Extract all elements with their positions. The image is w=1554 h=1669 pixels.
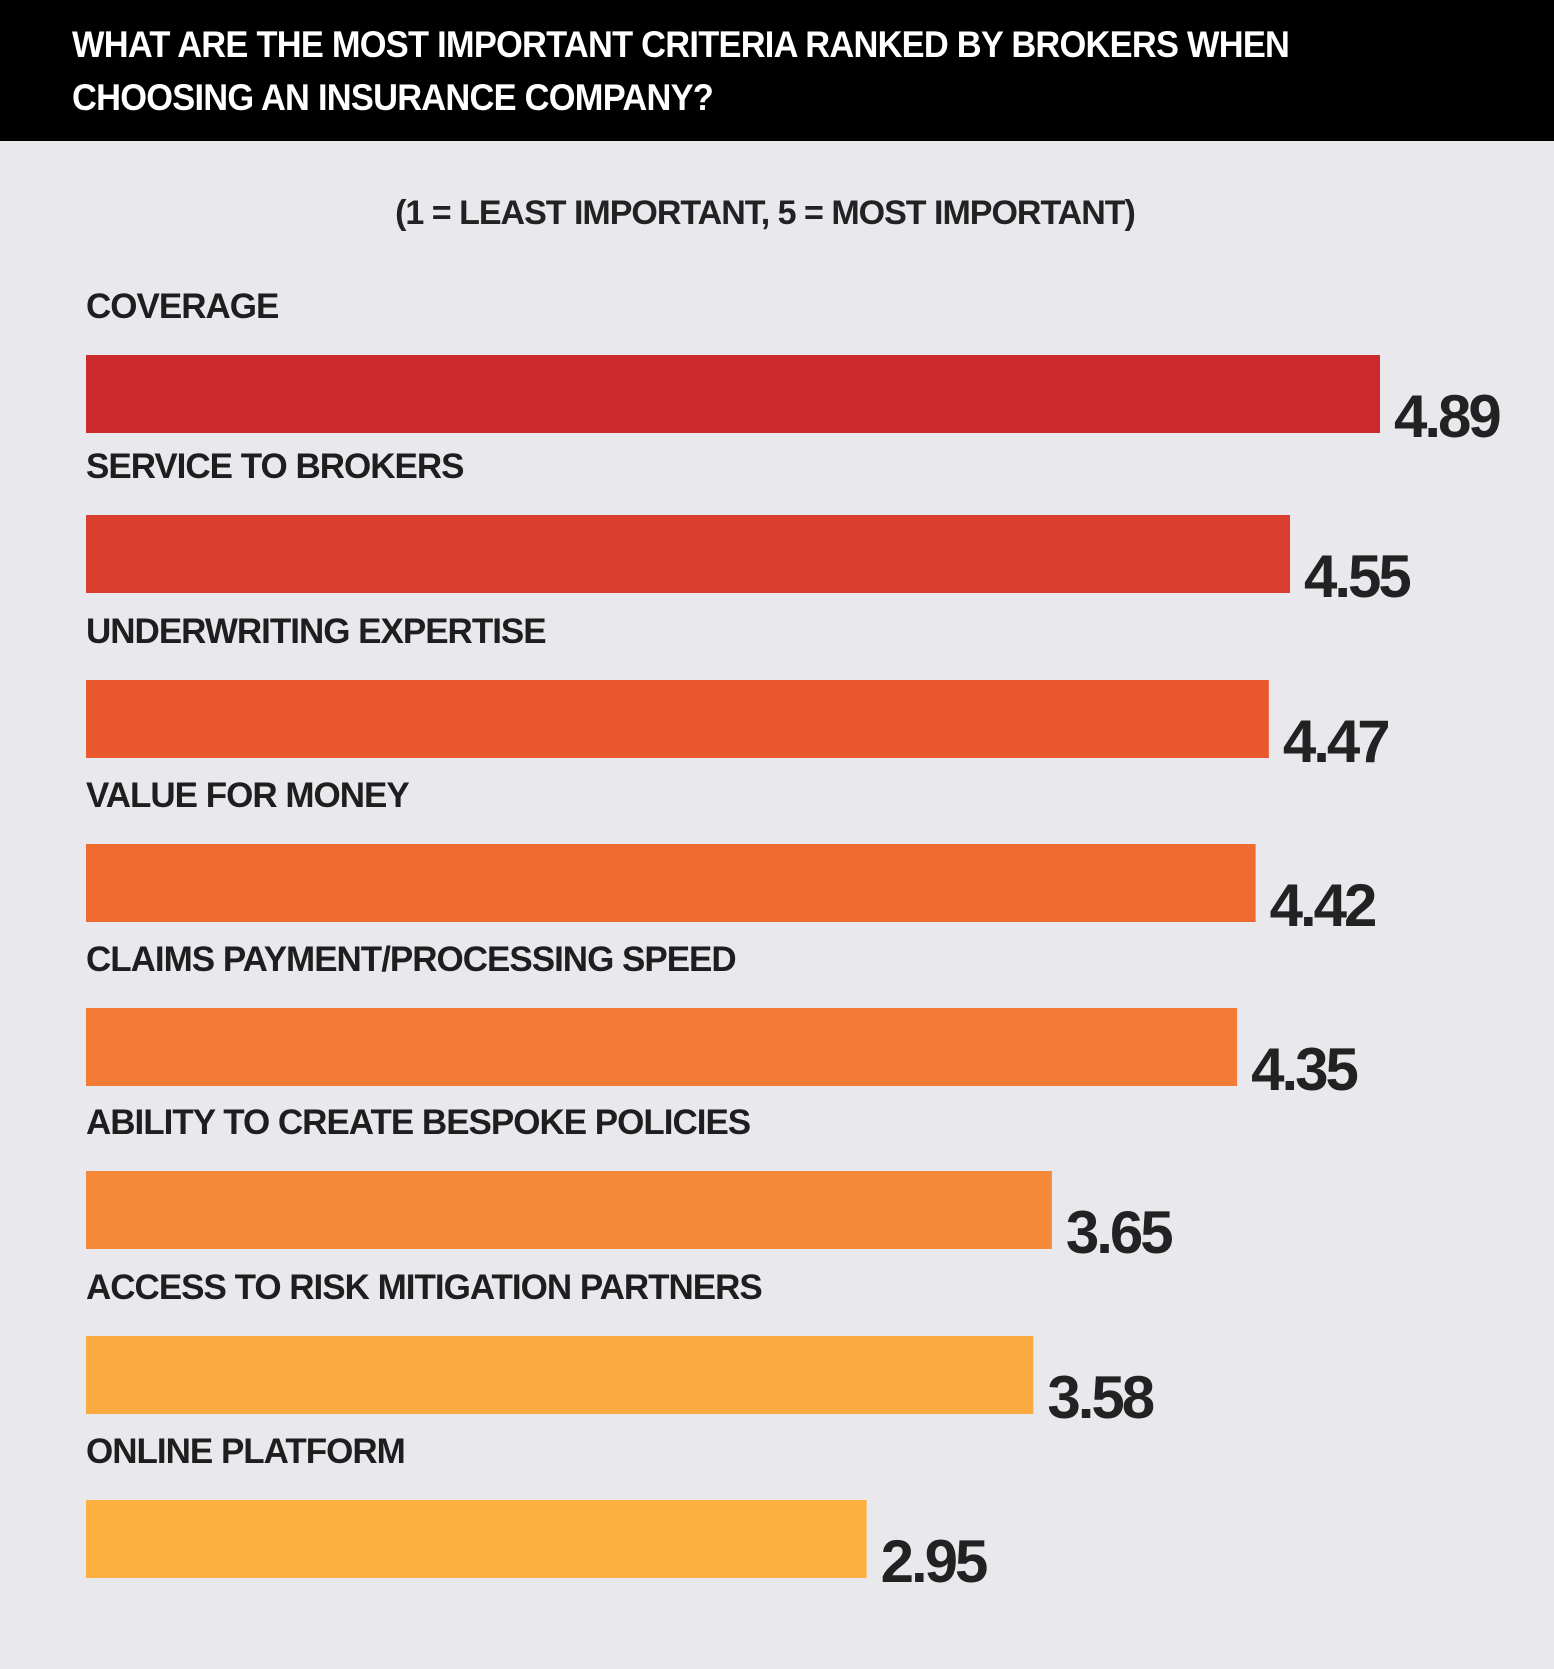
value-label: 4.42 (1270, 872, 1375, 939)
category-label: ABILITY TO CREATE BESPOKE POLICIES (86, 1103, 750, 1142)
value-label: 2.95 (881, 1528, 987, 1595)
category-label: ONLINE PLATFORM (86, 1432, 405, 1471)
category-label: COVERAGE (86, 287, 278, 326)
category-label: SERVICE TO BROKERS (86, 447, 463, 486)
bar (86, 1336, 1034, 1414)
value-label: 4.35 (1251, 1036, 1357, 1103)
bar (86, 355, 1380, 433)
bar (86, 844, 1256, 922)
value-label: 4.47 (1283, 708, 1388, 775)
value-label: 3.65 (1066, 1199, 1172, 1266)
bar (86, 1171, 1052, 1249)
value-label: 4.89 (1394, 383, 1500, 450)
category-label: UNDERWRITING EXPERTISE (86, 612, 546, 651)
bar (86, 1008, 1238, 1086)
category-label: ACCESS TO RISK MITIGATION PARTNERS (86, 1268, 762, 1307)
chart-title: WHAT ARE THE MOST IMPORTANT CRITERIA RAN… (72, 24, 1290, 118)
chart-subtitle: (1 = LEAST IMPORTANT, 5 = MOST IMPORTANT… (395, 194, 1136, 232)
header-bar: WHAT ARE THE MOST IMPORTANT CRITERIA RAN… (0, 0, 1554, 141)
bar (86, 1500, 867, 1578)
bar (86, 515, 1291, 593)
value-label: 3.58 (1047, 1364, 1153, 1431)
category-label: CLAIMS PAYMENT/PROCESSING SPEED (86, 940, 736, 979)
bar (86, 680, 1269, 758)
category-label: VALUE FOR MONEY (86, 776, 409, 815)
value-label: 4.55 (1304, 543, 1410, 610)
